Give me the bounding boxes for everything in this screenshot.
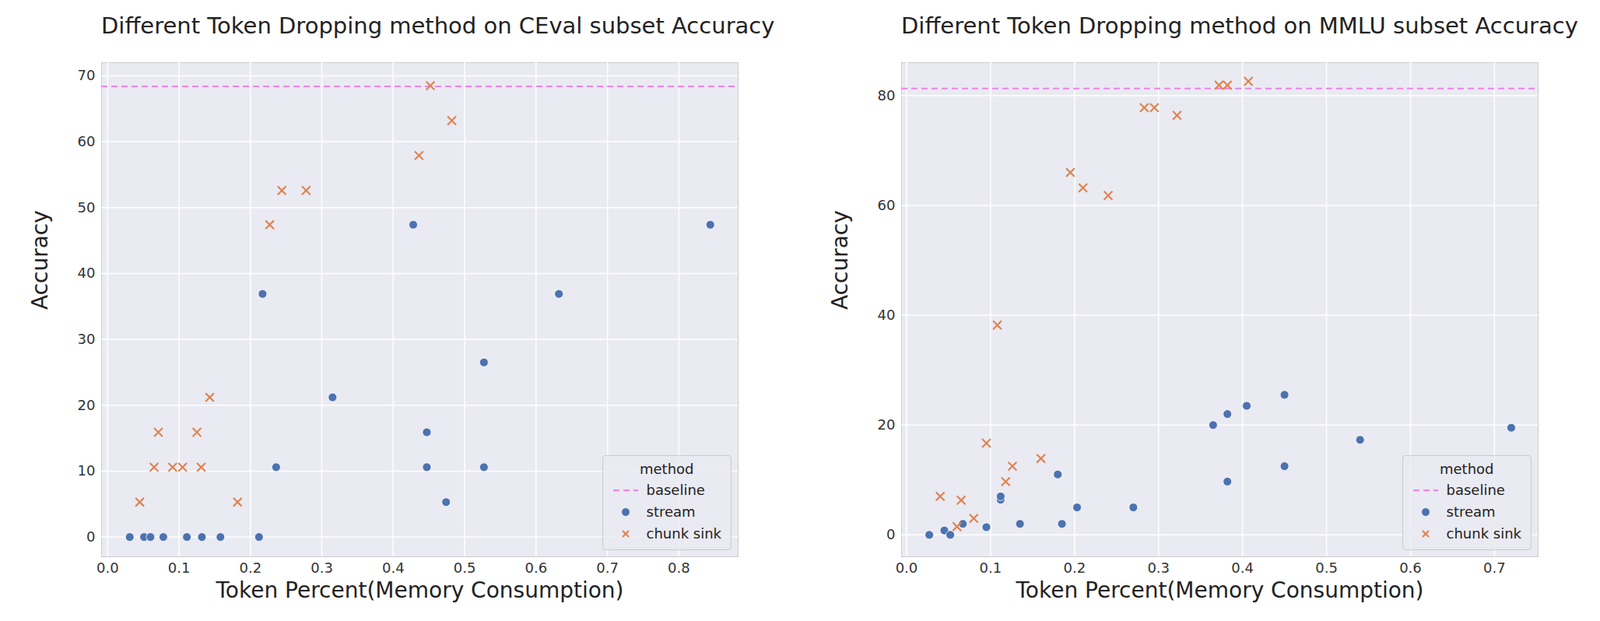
svg-text:0.3: 0.3	[310, 559, 334, 576]
html-text:stream: stream	[1446, 503, 1496, 520]
html-text:baseline: baseline	[1446, 481, 1505, 499]
svg-text:Token Percent(Memory Consumpti: Token Percent(Memory Consumption)	[1015, 577, 1425, 604]
svg-text:0.6: 0.6	[525, 559, 548, 576]
svg-text:20: 20	[77, 396, 96, 414]
svg-text:70: 70	[77, 66, 96, 84]
svg-text:0.7: 0.7	[1483, 559, 1506, 576]
svg-text:0.6: 0.6	[1399, 559, 1422, 576]
svg-text:0.2: 0.2	[1063, 559, 1086, 576]
svg-text:10: 10	[77, 462, 96, 479]
svg-text:50: 50	[77, 199, 96, 216]
svg-text:0.3: 0.3	[1147, 559, 1170, 576]
svg-text:0.1: 0.1	[979, 559, 1003, 576]
svg-text:20: 20	[877, 416, 896, 433]
svg-text:0.0: 0.0	[895, 559, 919, 576]
svg-text:60: 60	[77, 133, 96, 150]
svg-text:Accuracy: Accuracy	[27, 210, 53, 310]
html-text:method: method	[1439, 460, 1494, 478]
svg-text:0.5: 0.5	[1315, 559, 1338, 576]
svg-text:0.1: 0.1	[168, 559, 191, 576]
svg-text:0.5: 0.5	[453, 559, 477, 576]
svg-text:Token Percent(Memory Consumpti: Token Percent(Memory Consumption)	[215, 577, 625, 604]
svg-text:0.4: 0.4	[1231, 559, 1254, 576]
svg-text:0: 0	[886, 526, 895, 543]
svg-text:0.0: 0.0	[96, 559, 120, 576]
svg-text:30: 30	[77, 330, 96, 348]
svg-text:40: 40	[877, 306, 896, 323]
svg-text:0.2: 0.2	[238, 559, 262, 576]
svg-text:Accuracy: Accuracy	[827, 210, 853, 310]
svg-text:0.8: 0.8	[667, 559, 691, 576]
svg-text:0.4: 0.4	[382, 559, 405, 576]
html-text:Different Token Dropping metho: Different Token Dropping method on MMLU …	[901, 12, 1579, 39]
html-text:method: method	[639, 460, 694, 478]
html-text:baseline: baseline	[646, 481, 705, 499]
html-text:chunk sink: chunk sink	[646, 525, 722, 542]
html-text:stream: stream	[646, 503, 696, 520]
svg-text:40: 40	[77, 264, 96, 281]
svg-text:80: 80	[877, 87, 896, 104]
html-text:Different Token Dropping metho: Different Token Dropping method on CEval…	[101, 12, 775, 39]
svg-text:0.7: 0.7	[596, 559, 619, 576]
svg-text:60: 60	[877, 196, 896, 214]
html-text:chunk sink: chunk sink	[1446, 525, 1522, 542]
svg-text:0: 0	[86, 528, 95, 545]
